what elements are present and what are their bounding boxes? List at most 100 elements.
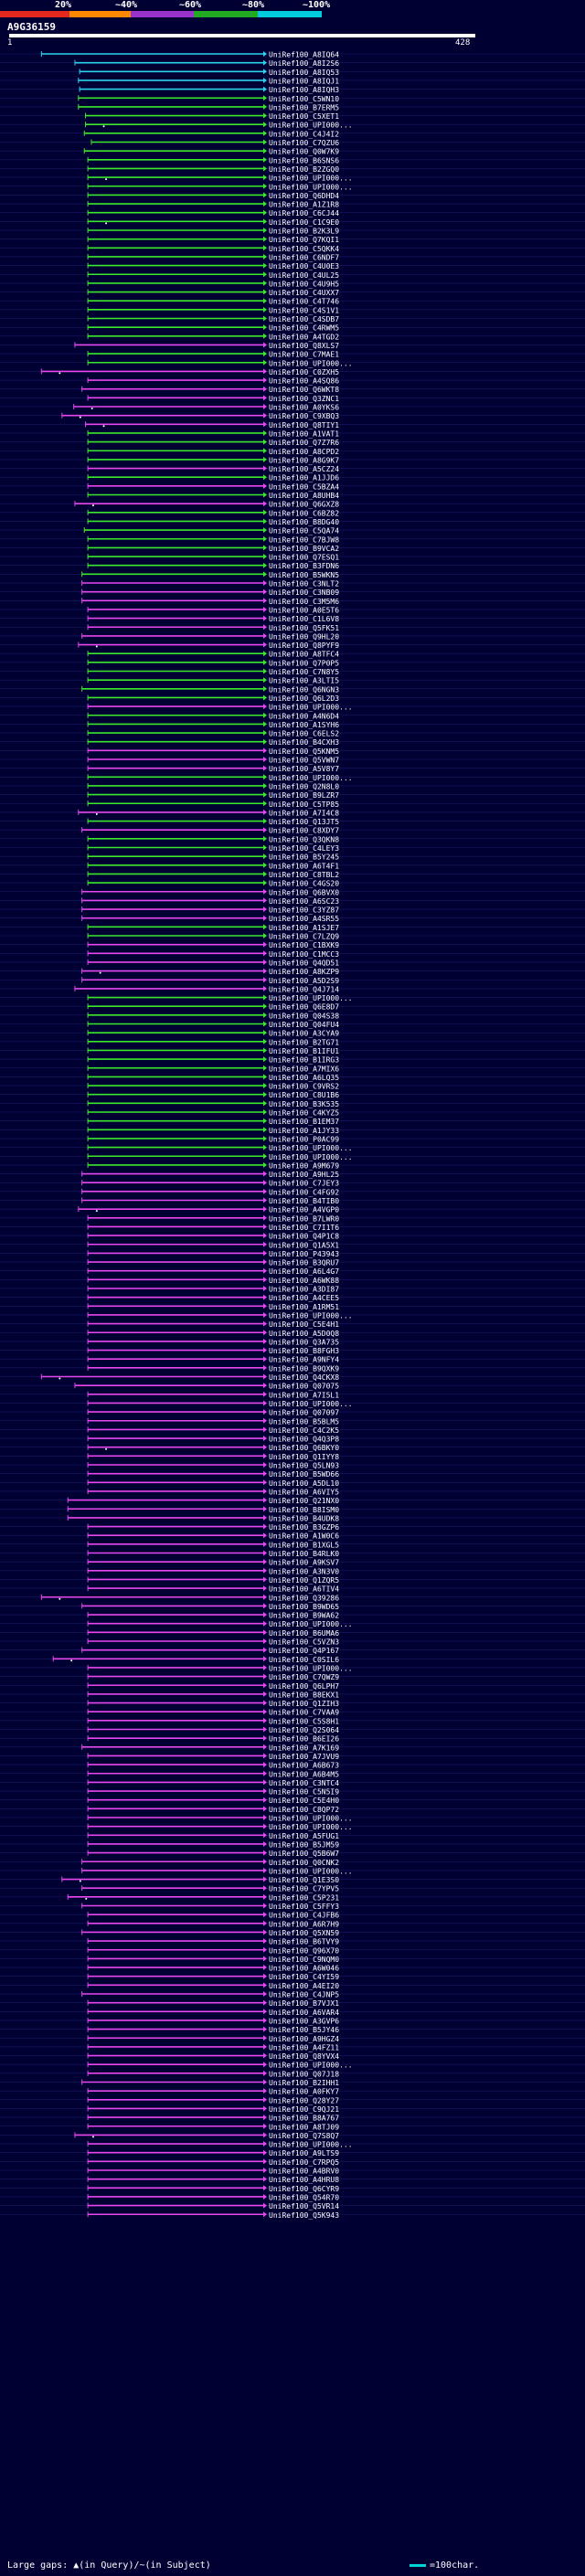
hit-label[interactable]: UniRef100_A8IQ53: [269, 69, 339, 77]
hit-label[interactable]: UniRef100_C4U9H5: [269, 280, 339, 288]
hit-label[interactable]: UniRef100_Q6E8D7: [269, 1003, 339, 1012]
hit-label[interactable]: UniRef100_B5JY46: [269, 2026, 339, 2034]
hit-label[interactable]: UniRef100_C3NLT2: [269, 580, 339, 588]
hit-label[interactable]: UniRef100_Q2N8L0: [269, 782, 339, 790]
hit-label[interactable]: UniRef100_B8EKX1: [269, 1691, 339, 1699]
hit-label[interactable]: UniRef100_UPI000...: [269, 359, 353, 367]
hit-label[interactable]: UniRef100_A6WK88: [269, 1277, 339, 1285]
hit-label[interactable]: UniRef100_Q8PYF9: [269, 641, 339, 650]
hit-label[interactable]: UniRef100_B7VJX1: [269, 1999, 339, 2008]
hit-label[interactable]: UniRef100_C4C2K5: [269, 1426, 339, 1435]
hit-label[interactable]: UniRef100_Q0W7K9: [269, 148, 339, 156]
hit-label[interactable]: UniRef100_A6SC23: [269, 897, 339, 906]
hit-label[interactable]: UniRef100_C7RPQ5: [269, 2158, 339, 2167]
hit-label[interactable]: UniRef100_C4FG92: [269, 1188, 339, 1196]
hit-label[interactable]: UniRef100_A6R7H9: [269, 1920, 339, 1928]
hit-label[interactable]: UniRef100_C5E4H1: [269, 1320, 339, 1329]
hit-label[interactable]: UniRef100_Q1IYY8: [269, 1453, 339, 1461]
hit-label[interactable]: UniRef100_A1SJE7: [269, 924, 339, 932]
hit-label[interactable]: UniRef100_Q4QD51: [269, 959, 339, 967]
hit-label[interactable]: UniRef100_B2K3L9: [269, 228, 339, 236]
hit-label[interactable]: UniRef100_A0YKS6: [269, 404, 339, 412]
hit-label[interactable]: UniRef100_UPI000...: [269, 175, 353, 183]
hit-label[interactable]: UniRef100_B4CXH3: [269, 738, 339, 747]
hit-label[interactable]: UniRef100_C4KYZ5: [269, 1109, 339, 1118]
hit-label[interactable]: UniRef100_A8IQH3: [269, 86, 339, 94]
hit-label[interactable]: UniRef100_Q6LPH7: [269, 1682, 339, 1691]
hit-label[interactable]: UniRef100_Q3ZNC1: [269, 395, 339, 403]
hit-label[interactable]: UniRef100_A7JVU9: [269, 1753, 339, 1761]
hit-label[interactable]: UniRef100_B2TG71: [269, 1038, 339, 1046]
hit-label[interactable]: UniRef100_B6EI26: [269, 1735, 339, 1744]
hit-label[interactable]: UniRef100_A9KSV7: [269, 1559, 339, 1567]
hit-label[interactable]: UniRef100_B3FDN6: [269, 562, 339, 570]
hit-label[interactable]: UniRef100_UPI000...: [269, 1311, 353, 1320]
hit-label[interactable]: UniRef100_C7I1T6: [269, 1224, 339, 1232]
hit-label[interactable]: UniRef100_C6ELS2: [269, 730, 339, 738]
hit-label[interactable]: UniRef100_A5DL10: [269, 1479, 339, 1488]
hit-label[interactable]: UniRef100_Q2S064: [269, 1726, 339, 1734]
hit-label[interactable]: UniRef100_A8IQ64: [269, 51, 339, 59]
hit-label[interactable]: UniRef100_A9M679: [269, 1161, 339, 1170]
hit-label[interactable]: UniRef100_UPI000...: [269, 122, 353, 130]
hit-label[interactable]: UniRef100_C3YZ87: [269, 906, 339, 915]
hit-label[interactable]: UniRef100_B7LWR0: [269, 1214, 339, 1223]
hit-label[interactable]: UniRef100_B6SNS6: [269, 156, 339, 164]
hit-label[interactable]: UniRef100_A6LQ35: [269, 1074, 339, 1082]
hit-label[interactable]: UniRef100_A6B4M5: [269, 1770, 339, 1778]
hit-label[interactable]: UniRef100_A8I2S6: [269, 59, 339, 68]
hit-label[interactable]: UniRef100_Q21NX0: [269, 1497, 339, 1505]
hit-label[interactable]: UniRef100_B4UDK8: [269, 1514, 339, 1522]
hit-label[interactable]: UniRef100_Q0CNK2: [269, 1859, 339, 1867]
hit-label[interactable]: UniRef100_B3K535: [269, 1100, 339, 1108]
hit-label[interactable]: UniRef100_C4UL25: [269, 271, 339, 280]
hit-label[interactable]: UniRef100_C3NTC4: [269, 1779, 339, 1787]
hit-label[interactable]: UniRef100_C4UXX7: [269, 289, 339, 297]
hit-label[interactable]: UniRef100_A4BRV0: [269, 2168, 339, 2176]
hit-label[interactable]: UniRef100_Q1E3S0: [269, 1876, 339, 1884]
hit-label[interactable]: UniRef100_Q4P1C8: [269, 1233, 339, 1241]
hit-label[interactable]: UniRef100_C4GS20: [269, 880, 339, 888]
hit-label[interactable]: UniRef100_A6VAR4: [269, 2009, 339, 2017]
hit-label[interactable]: UniRef100_Q8XLS7: [269, 342, 339, 350]
hit-label[interactable]: UniRef100_A9LTS9: [269, 2149, 339, 2157]
hit-label[interactable]: UniRef100_Q8TIY1: [269, 421, 339, 429]
hit-label[interactable]: UniRef100_C8QP72: [269, 1806, 339, 1814]
hit-label[interactable]: UniRef100_Q1A5X1: [269, 1241, 339, 1249]
hit-label[interactable]: UniRef100_B8FGH3: [269, 1347, 339, 1355]
hit-label[interactable]: UniRef100_A4FZ11: [269, 2043, 339, 2051]
hit-label[interactable]: UniRef100_C7VAA9: [269, 1709, 339, 1717]
hit-label[interactable]: UniRef100_A4VGP0: [269, 1206, 339, 1214]
hit-label[interactable]: UniRef100_Q6WKT8: [269, 386, 339, 394]
hit-label[interactable]: UniRef100_C4J4I2: [269, 130, 339, 138]
hit-label[interactable]: UniRef100_Q9HL20: [269, 632, 339, 641]
hit-label[interactable]: UniRef100_UPI000...: [269, 1867, 353, 1875]
hit-label[interactable]: UniRef100_C4JNP5: [269, 1991, 339, 1999]
hit-label[interactable]: UniRef100_C3NB09: [269, 588, 339, 597]
hit-label[interactable]: UniRef100_Q3A735: [269, 1338, 339, 1346]
hit-label[interactable]: UniRef100_Q7S8Q7: [269, 2132, 339, 2140]
hit-label[interactable]: UniRef100_C8TBL2: [269, 871, 339, 879]
hit-label[interactable]: UniRef100_A4CEE5: [269, 1294, 339, 1302]
hit-label[interactable]: UniRef100_C3M5M6: [269, 598, 339, 606]
hit-label[interactable]: UniRef100_A1RM51: [269, 1303, 339, 1311]
hit-label[interactable]: UniRef100_C7MAE1: [269, 351, 339, 359]
hit-label[interactable]: UniRef100_A0FKY7: [269, 2088, 339, 2096]
hit-label[interactable]: UniRef100_C5TP85: [269, 800, 339, 809]
hit-label[interactable]: UniRef100_A8TJ09: [269, 2123, 339, 2131]
hit-label[interactable]: UniRef100_C4LEY3: [269, 844, 339, 853]
hit-label[interactable]: UniRef100_B4TIB0: [269, 1197, 339, 1205]
hit-label[interactable]: UniRef100_A1JY33: [269, 1127, 339, 1135]
hit-label[interactable]: UniRef100_Q5VR14: [269, 2202, 339, 2210]
hit-label[interactable]: UniRef100_C9QJ21: [269, 2105, 339, 2114]
hit-label[interactable]: UniRef100_C7BJW8: [269, 535, 339, 544]
hit-label[interactable]: UniRef100_C5S8H1: [269, 1717, 339, 1725]
hit-label[interactable]: UniRef100_A3N3V0: [269, 1567, 339, 1575]
hit-label[interactable]: UniRef100_C5FFY3: [269, 1903, 339, 1911]
hit-label[interactable]: UniRef100_UPI000...: [269, 994, 353, 1002]
hit-label[interactable]: UniRef100_A9NFY4: [269, 1356, 339, 1364]
hit-label[interactable]: UniRef100_B9QXK9: [269, 1364, 339, 1373]
hit-label[interactable]: UniRef100_B4RLK0: [269, 1550, 339, 1558]
hit-label[interactable]: UniRef100_A6T4F1: [269, 862, 339, 870]
hit-label[interactable]: UniRef100_UPI000...: [269, 1815, 353, 1823]
